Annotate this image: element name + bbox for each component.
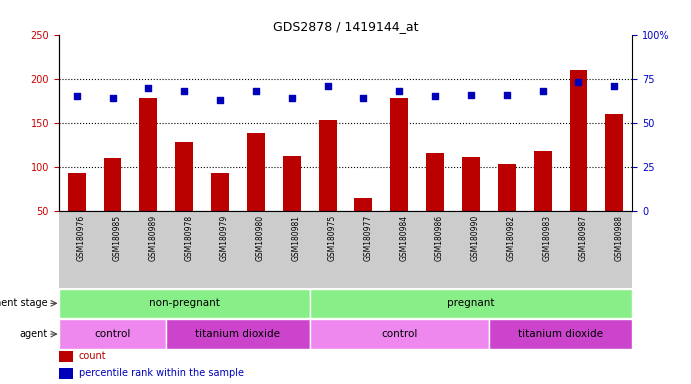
Bar <box>167 319 310 349</box>
Point <box>394 88 405 94</box>
Point <box>179 88 190 94</box>
Text: pregnant: pregnant <box>447 298 495 308</box>
Point <box>573 79 584 85</box>
Text: GSM180982: GSM180982 <box>507 215 515 261</box>
Text: GSM180985: GSM180985 <box>113 215 122 261</box>
Point <box>286 95 297 101</box>
Text: control: control <box>381 329 417 339</box>
Text: GSM180988: GSM180988 <box>614 215 623 261</box>
Text: titanium dioxide: titanium dioxide <box>196 329 281 339</box>
Bar <box>104 158 122 211</box>
Point <box>537 88 548 94</box>
Bar <box>310 319 489 349</box>
Bar <box>354 198 372 211</box>
Text: GSM180977: GSM180977 <box>363 215 372 261</box>
Text: GSM180981: GSM180981 <box>292 215 301 261</box>
Point <box>71 93 82 99</box>
Bar <box>498 164 515 211</box>
Bar <box>211 173 229 211</box>
Text: GSM180983: GSM180983 <box>542 215 551 261</box>
Point <box>358 95 369 101</box>
Point <box>214 97 225 103</box>
Text: GSM180975: GSM180975 <box>328 215 337 261</box>
Bar <box>59 289 310 318</box>
Text: GSM180980: GSM180980 <box>256 215 265 261</box>
Text: percentile rank within the sample: percentile rank within the sample <box>79 368 244 378</box>
Text: GSM180984: GSM180984 <box>399 215 408 261</box>
Bar <box>59 351 73 362</box>
Bar <box>59 368 73 379</box>
Bar <box>176 142 193 211</box>
Bar <box>310 289 632 318</box>
Bar <box>247 134 265 211</box>
Bar <box>140 98 158 211</box>
Text: count: count <box>79 351 106 361</box>
Text: GSM180990: GSM180990 <box>471 215 480 261</box>
Point <box>466 91 477 98</box>
Bar <box>59 319 167 349</box>
Text: titanium dioxide: titanium dioxide <box>518 329 603 339</box>
Bar <box>533 151 551 211</box>
Point <box>501 91 512 98</box>
Text: development stage: development stage <box>0 298 48 308</box>
Bar <box>390 98 408 211</box>
Point <box>322 83 333 89</box>
Bar <box>68 173 86 211</box>
Title: GDS2878 / 1419144_at: GDS2878 / 1419144_at <box>273 20 418 33</box>
Text: GSM180978: GSM180978 <box>184 215 193 261</box>
Text: GSM180989: GSM180989 <box>149 215 158 261</box>
Bar <box>426 153 444 211</box>
Bar <box>569 70 587 211</box>
Point <box>609 83 620 89</box>
Text: agent: agent <box>20 329 48 339</box>
Bar <box>489 319 632 349</box>
Point <box>143 84 154 91</box>
Text: GSM180987: GSM180987 <box>578 215 587 261</box>
Text: GSM180976: GSM180976 <box>77 215 86 261</box>
Text: control: control <box>94 329 131 339</box>
Text: non-pregnant: non-pregnant <box>149 298 220 308</box>
Point <box>250 88 261 94</box>
Point <box>430 93 441 99</box>
Bar <box>605 114 623 211</box>
Bar <box>283 156 301 211</box>
Text: GSM180979: GSM180979 <box>220 215 229 261</box>
Bar <box>319 120 337 211</box>
Bar <box>462 157 480 211</box>
Text: GSM180986: GSM180986 <box>435 215 444 261</box>
Point <box>107 95 118 101</box>
